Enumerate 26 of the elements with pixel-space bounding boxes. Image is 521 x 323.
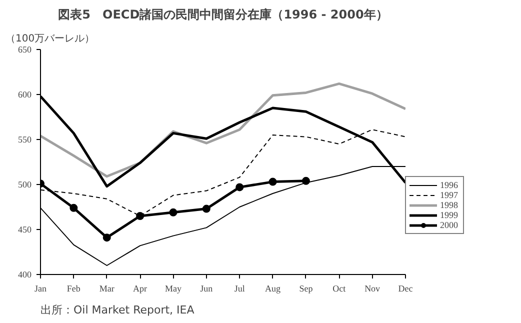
legend-label: 2000 <box>440 220 459 230</box>
x-tick-label: Mar <box>99 284 114 294</box>
legend-label: 1999 <box>440 210 459 220</box>
x-tick-label: Jul <box>234 284 246 294</box>
x-tick-label: Oct <box>332 284 346 294</box>
y-tick-label: 550 <box>18 134 32 144</box>
y-axis-title: （100万バーレル） <box>6 34 95 44</box>
text: 出所：Oil Market Report, IEA <box>40 304 195 316</box>
legend-label: 1998 <box>440 200 459 210</box>
x-tick-label: Jan <box>34 284 47 294</box>
y-tick-label: 500 <box>18 180 32 190</box>
x-tick-label: Aug <box>265 284 282 294</box>
y-tick-label: 450 <box>18 224 32 234</box>
y-tick-label: 400 <box>18 270 32 280</box>
y-tick-label: 600 <box>18 90 32 100</box>
legend-label: 1996 <box>440 180 459 190</box>
x-tick-label: Jun <box>200 284 214 294</box>
y-tick-label: 650 <box>18 44 32 54</box>
x-tick-label: Apr <box>133 284 148 294</box>
chart-title: 図表5 OECD諸国の民間中間留分在庫（1996 - 2000年） <box>58 8 388 22</box>
x-tick-label: Feb <box>66 284 81 294</box>
x-tick-label: Nov <box>364 284 381 294</box>
legend-label: 1997 <box>440 190 459 200</box>
x-tick-label: Sep <box>299 284 314 294</box>
x-tick-label: May <box>164 284 182 294</box>
x-tick-label: Dec <box>398 284 413 294</box>
